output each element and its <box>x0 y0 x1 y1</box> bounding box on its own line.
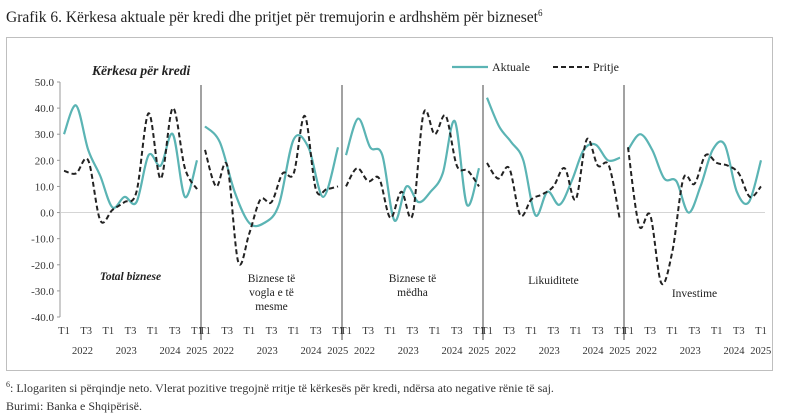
x-quarter-label: T3 <box>169 326 181 337</box>
x-quarter-label: T3 <box>221 326 233 337</box>
x-quarter-label: T1 <box>147 326 159 337</box>
x-quarter-label: T3 <box>80 326 92 337</box>
x-quarter-label: T1 <box>332 326 344 337</box>
x-year-label: 2024 <box>300 346 322 357</box>
y-tick-marks <box>57 81 765 318</box>
x-quarter-label: T3 <box>451 326 463 337</box>
x-year-label: 2022 <box>495 346 516 357</box>
x-year-label: 2025 <box>327 346 348 357</box>
series-pritje-line <box>627 147 762 286</box>
y-tick-label: 40.0 <box>35 103 55 115</box>
x-quarter-label: T3 <box>644 326 656 337</box>
panel-separators <box>200 85 625 340</box>
x-year-label: 2025 <box>750 346 771 357</box>
x-quarter-label: T3 <box>125 326 137 337</box>
x-quarter-label: T3 <box>689 326 701 337</box>
series-aktuale-line <box>627 133 763 214</box>
y-tick-label: -20.0 <box>31 260 54 272</box>
x-quarter-label: T1 <box>429 326 441 337</box>
x-quarter-label: T3 <box>503 326 515 337</box>
x-year-label: 2024 <box>723 346 745 357</box>
x-year-label: 2023 <box>539 346 560 357</box>
x-year-label: 2022 <box>213 346 234 357</box>
x-quarter-label: T1 <box>711 326 723 337</box>
x-year-label: 2024 <box>582 346 604 357</box>
x-year-label: 2024 <box>159 346 181 357</box>
x-quarter-label: T1 <box>481 326 493 337</box>
chart-title: Grafik 6. Kërkesa aktuale për kredi dhe … <box>6 8 543 27</box>
panel-label: Biznese të <box>389 273 437 285</box>
x-quarter-label: T1 <box>288 326 300 337</box>
x-year-label: 2022 <box>636 346 657 357</box>
series-lines <box>62 97 763 286</box>
x-quarter-label: T3 <box>407 326 419 337</box>
legend-aktuale-label: Aktuale <box>492 60 530 74</box>
x-quarter-label: T1 <box>666 326 678 337</box>
x-quarter-label: T1 <box>58 326 70 337</box>
x-quarter-label: T1 <box>525 326 537 337</box>
x-quarter-label: T3 <box>733 326 745 337</box>
series-pritje-line <box>63 107 198 224</box>
panel-label: Investime <box>672 288 717 300</box>
x-quarter-label: T3 <box>362 326 374 337</box>
panel-label: mesme <box>255 301 288 313</box>
panel-label: Biznese të <box>248 273 296 285</box>
x-quarter-label: T1 <box>191 326 203 337</box>
x-year-label: 2025 <box>468 346 489 357</box>
footnote: 6: Llogariten si përqindje neto. Vlerat … <box>6 380 554 395</box>
y-tick-label: 20.0 <box>35 155 55 167</box>
x-year-label: 2023 <box>680 346 701 357</box>
x-year-label: 2025 <box>609 346 630 357</box>
x-quarter-label: T1 <box>384 326 396 337</box>
y-axis-tick-labels: 50.0 40.0 30.0 20.0 10.0 0.0 -10.0 -20.0 -30.0 -4… <box>31 77 54 324</box>
x-quarter-label: T3 <box>266 326 278 337</box>
y-tick-label: -30.0 <box>31 286 54 298</box>
panel-label: Likuiditete <box>528 275 578 287</box>
series-pritje-line <box>204 114 339 266</box>
series-aktuale-line <box>62 104 199 209</box>
x-quarter-label: T1 <box>614 326 626 337</box>
x-quarter-label: T1 <box>102 326 114 337</box>
x-year-label: 2022 <box>354 346 375 357</box>
panel-label: Total biznese <box>100 271 161 283</box>
series-aktuale-line <box>485 97 621 217</box>
x-year-label: 2024 <box>441 346 463 357</box>
x-quarter-label: T1 <box>340 326 352 337</box>
y-tick-label: 50.0 <box>35 77 55 89</box>
series-aktuale-line <box>344 117 481 222</box>
x-year-label: 2025 <box>186 346 207 357</box>
chart-frame <box>6 37 773 371</box>
y-tick-label: 10.0 <box>35 181 55 193</box>
panel-label: mëdha <box>397 287 428 299</box>
legend: Aktuale Pritje <box>452 60 619 74</box>
x-quarter-label: T3 <box>310 326 322 337</box>
panel-label: vogla e të <box>249 287 294 299</box>
x-quarter-label: T1 <box>755 326 767 337</box>
x-year-label: 2022 <box>72 346 93 357</box>
x-year-label: 2023 <box>116 346 137 357</box>
x-year-label: 2023 <box>257 346 278 357</box>
series-aktuale-line <box>204 125 340 228</box>
y-tick-label: -10.0 <box>31 234 54 246</box>
y-tick-label: 0.0 <box>40 208 54 220</box>
x-quarter-label: T3 <box>592 326 604 337</box>
series-pritje-line <box>345 109 480 219</box>
y-tick-label: -40.0 <box>31 312 54 324</box>
x-quarter-label: T1 <box>199 326 211 337</box>
x-quarter-label: T1 <box>570 326 582 337</box>
chart-subtitle: Kërkesa për kredi <box>91 63 190 78</box>
x-quarter-label: T1 <box>473 326 485 337</box>
x-quarter-label: T1 <box>243 326 255 337</box>
series-pritje-line <box>486 137 621 221</box>
x-quarter-label: T1 <box>622 326 634 337</box>
source-note: Burimi: Banka e Shqipërisë. <box>6 399 142 413</box>
panel-labels: Total biznese Biznese të vogla e të mesme Bi… <box>100 271 717 313</box>
y-tick-label: 30.0 <box>35 129 55 141</box>
legend-pritje-label: Pritje <box>593 60 619 74</box>
x-year-label: 2023 <box>398 346 419 357</box>
x-quarter-label: T3 <box>548 326 560 337</box>
